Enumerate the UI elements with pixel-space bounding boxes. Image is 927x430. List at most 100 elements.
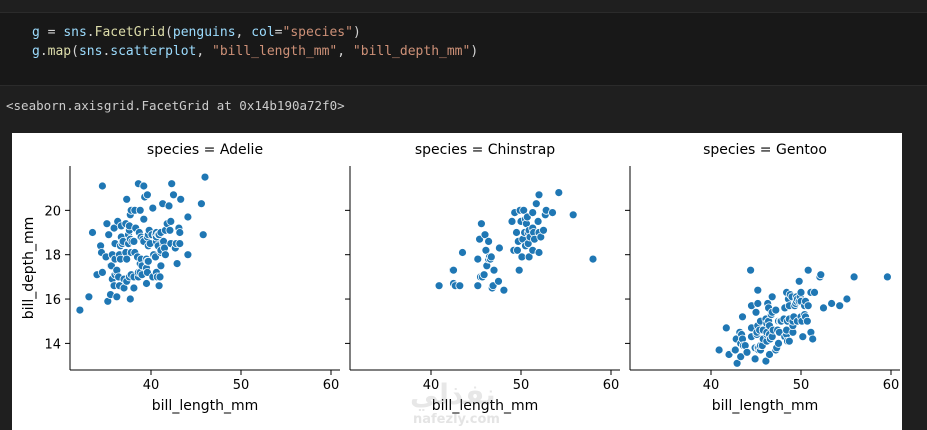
x-tick-label: 50: [793, 378, 810, 393]
y-tick-label: 20: [44, 204, 61, 219]
scatter-point: [531, 199, 541, 209]
scatter-point: [714, 345, 724, 355]
y-axis-label: bill_depth_mm: [21, 217, 37, 320]
x-tick-label: 40: [703, 378, 720, 393]
scatter-point: [753, 285, 763, 295]
code-token: .: [86, 25, 95, 40]
scatter-point: [481, 245, 491, 255]
code-token: =: [274, 25, 283, 40]
scatter-point: [148, 203, 158, 213]
scatter-point: [125, 294, 135, 304]
code-line-2[interactable]: g.map(sns.scatterplot, "bill_length_mm",…: [32, 44, 478, 59]
code-token: ): [352, 25, 361, 40]
scatter-point: [761, 356, 771, 366]
scatter-point: [507, 217, 517, 226]
scatter-point: [142, 190, 152, 200]
x-tick-label: 60: [603, 378, 620, 393]
scatter-point: [122, 254, 132, 264]
scatter-point: [512, 228, 521, 237]
scatter-point: [554, 188, 564, 197]
panel-title-0: species = Adelie: [147, 142, 263, 158]
scatter-point: [533, 217, 543, 226]
scatter-point: [175, 239, 185, 248]
scatter-point: [803, 265, 813, 275]
code-token: (: [71, 44, 79, 59]
scatter-point: [135, 205, 145, 215]
scatter-point: [767, 292, 777, 302]
scatter-point: [112, 292, 122, 302]
scatter-point: [774, 338, 783, 348]
scatter-point: [721, 323, 731, 333]
scatter-point: [835, 301, 845, 311]
code-token: =: [39, 25, 64, 40]
scatter-point: [480, 230, 490, 240]
scatter-point: [167, 179, 177, 189]
scatter-point: [746, 265, 755, 275]
scatter-point: [548, 208, 557, 217]
code-token: ,: [196, 44, 213, 59]
code-token: "bill_depth_mm": [352, 44, 471, 59]
scatter-point: [122, 194, 132, 204]
scatter-point: [75, 305, 85, 315]
scatter-point: [808, 334, 818, 344]
scatter-point: [784, 336, 794, 346]
scatter-point: [183, 212, 193, 222]
x-tick-label: 50: [233, 378, 250, 393]
panel-title-2: species = Gentoo: [703, 142, 827, 158]
code-token: scatterplot: [110, 44, 197, 59]
scatter-point: [499, 285, 509, 295]
scatter-point: [175, 228, 185, 237]
scatter-point: [88, 228, 97, 237]
scatter-point: [172, 259, 182, 269]
scatter-point: [534, 190, 544, 200]
scatter-point: [794, 276, 804, 286]
x-tick-label: 40: [423, 378, 440, 393]
code-cell[interactable]: g = sns.FacetGrid(penguins, col="species…: [0, 12, 927, 86]
x-tick-label: 60: [323, 378, 340, 393]
code-token: FacetGrid: [94, 25, 166, 40]
scatter-point: [730, 345, 740, 355]
y-tick-label: 14: [44, 337, 61, 352]
scatter-point: [164, 201, 174, 211]
scatter-point: [169, 190, 178, 200]
scatter-point: [519, 205, 529, 215]
code-token: "bill_length_mm": [212, 44, 338, 59]
scatter-point: [455, 281, 465, 291]
cell-output-repr: <seaborn.axisgrid.FacetGrid at 0x14b190a…: [6, 98, 345, 113]
code-token: sns: [78, 44, 103, 59]
scatter-point: [98, 267, 107, 277]
scatter-point: [156, 261, 166, 271]
scatter-point: [129, 283, 139, 293]
scatter-point: [816, 270, 826, 280]
scatter-point: [568, 210, 578, 220]
scatter-point: [842, 294, 852, 304]
scatter-point: [142, 279, 151, 288]
code-token: ,: [337, 44, 353, 59]
scatter-point: [476, 219, 486, 229]
code-line-1[interactable]: g = sns.FacetGrid(penguins, col="species…: [32, 25, 361, 40]
scatter-point: [139, 214, 149, 224]
facet-grid-chart: species = Adelie 40 50 60 14 16 18 20 bill_lengt…: [21, 142, 900, 414]
scatter-point: [534, 248, 544, 257]
code-token: (: [165, 25, 173, 40]
scatter-point: [738, 312, 747, 322]
code-token: g: [32, 25, 40, 40]
code-token: col: [251, 25, 275, 40]
scatter-point: [196, 199, 206, 209]
scatter-point: [539, 225, 548, 235]
code-token: .: [102, 44, 111, 59]
x-tick-label: 40: [143, 378, 160, 393]
code-token: map: [47, 44, 72, 59]
scatter-point: [494, 243, 504, 253]
scatter-point: [473, 254, 483, 264]
code-token: g: [32, 44, 40, 59]
scatter-point: [819, 303, 828, 313]
scatter-point: [98, 181, 107, 191]
scatter-point: [849, 272, 859, 282]
scatter-point: [484, 237, 494, 246]
scatter-point: [198, 230, 208, 240]
scatter-point: [732, 358, 742, 368]
scatter-point: [102, 219, 112, 229]
facet-grid-plot: species = Adelie 40 50 60 14 16 18 20 bill_lengt…: [12, 133, 902, 430]
scatter-point: [588, 254, 598, 264]
